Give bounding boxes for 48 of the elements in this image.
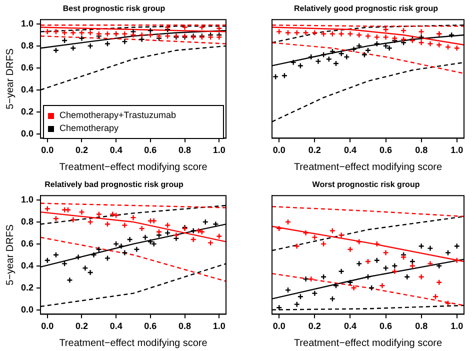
- y-tick-label: 0.8: [20, 216, 34, 226]
- chart-title: Worst prognostic risk group: [312, 180, 420, 190]
- x-tick-label: 0.0: [41, 145, 54, 156]
- y-tick-label: 0.6: [20, 62, 34, 72]
- x-tick-label: 0.2: [75, 145, 88, 156]
- x-tick-label: 0.8: [415, 145, 428, 156]
- legend-label: Chemotherapy+Trastuzumab: [60, 110, 176, 120]
- y-tick-label: 0.0: [20, 304, 34, 314]
- y-tick-label: 1.0: [20, 194, 34, 204]
- chart-title: Relatively good prognostic risk group: [294, 4, 438, 14]
- x-tick-label: 0.4: [344, 321, 356, 332]
- x-tick-label: 1.0: [212, 145, 226, 156]
- x-tick-label: 0.8: [178, 321, 192, 332]
- x-tick-label: 0.6: [144, 145, 157, 156]
- x-tick-label: 0.6: [380, 321, 392, 332]
- y-tick-label: 0.2: [20, 282, 34, 292]
- chart-title: Relatively bad prognostic risk group: [44, 180, 184, 190]
- y-tick-label: 0.4: [20, 84, 34, 94]
- x-tick-label: 0.0: [272, 145, 286, 156]
- x-axis-title: Treatment−effect modifying score: [294, 338, 442, 349]
- x-tick-label: 0.4: [110, 145, 122, 156]
- x-tick-label: 1.0: [212, 321, 226, 332]
- x-tick-label: 0.0: [272, 321, 286, 332]
- y-tick-label: 0.8: [20, 40, 34, 50]
- x-axis-title: Treatment−effect modifying score: [59, 338, 208, 349]
- x-axis-title: Treatment−effect modifying score: [59, 162, 208, 173]
- y-axis-title: 5−year DRFS: [4, 224, 16, 286]
- x-tick-label: 0.2: [308, 145, 321, 156]
- x-tick-label: 0.2: [75, 321, 88, 332]
- legend-label: Chemotherapy: [60, 123, 119, 134]
- y-tick-label: 1.0: [20, 18, 34, 28]
- y-tick-label: 0.4: [20, 260, 34, 270]
- x-tick-label: 1.0: [450, 145, 464, 156]
- x-tick-label: 0.4: [344, 145, 356, 156]
- x-tick-label: 0.2: [308, 321, 321, 332]
- x-tick-label: 0.8: [178, 145, 192, 156]
- chart-title: Best prognostic risk group: [62, 4, 166, 14]
- y-tick-label: 0.0: [20, 128, 34, 138]
- x-axis-title: Treatment−effect modifying score: [294, 162, 442, 173]
- y-axis-title: 5−year DRFS: [4, 48, 16, 110]
- x-tick-label: 0.6: [144, 321, 157, 332]
- x-tick-label: 1.0: [450, 321, 464, 332]
- x-tick-label: 0.0: [41, 321, 54, 332]
- y-tick-label: 0.6: [20, 238, 34, 248]
- x-tick-label: 0.8: [415, 321, 428, 332]
- x-tick-label: 0.6: [380, 145, 392, 156]
- y-tick-label: 0.2: [20, 106, 34, 116]
- x-tick-label: 0.4: [110, 321, 122, 332]
